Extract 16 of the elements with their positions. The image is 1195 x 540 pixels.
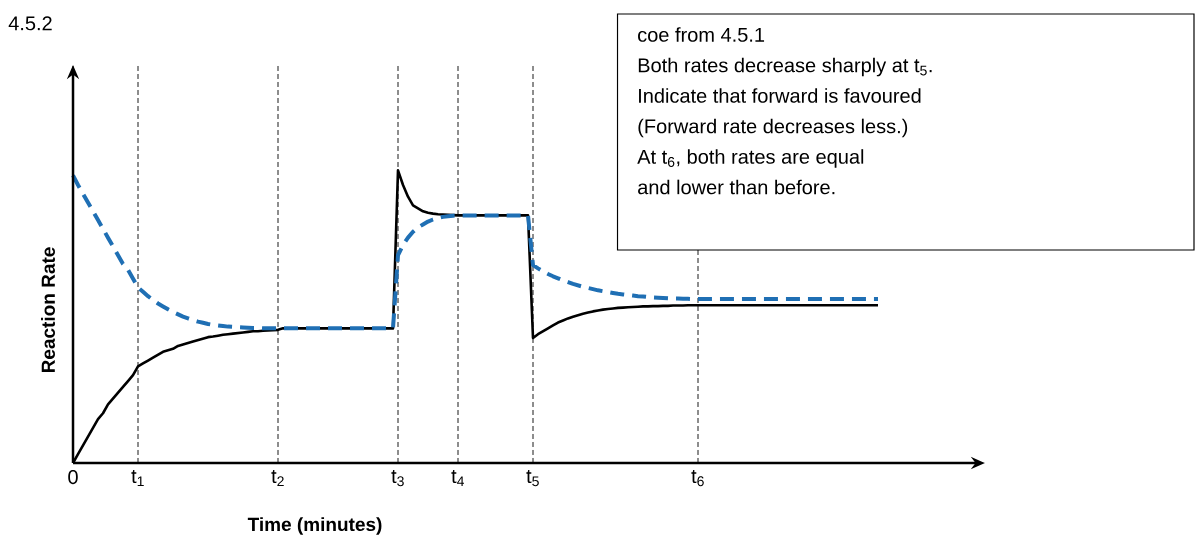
x-tick-label: 0 bbox=[68, 469, 78, 485]
x-tick-label: t$_{3}$ bbox=[391, 469, 404, 487]
x-tick-label: t$_{2}$ bbox=[271, 469, 284, 487]
text: At t$_{6}$, both rates are equal bbox=[637, 149, 864, 168]
x-tick-label: t$_{6}$ bbox=[691, 469, 704, 487]
text: 4.5.2 bbox=[8, 16, 52, 31]
x-axis-title: Time (minutes) bbox=[247, 517, 382, 535]
x-tick-label: t$_{5}$ bbox=[526, 469, 539, 487]
text: (Forward rate decreases less.) bbox=[638, 118, 908, 138]
x-tick-label: t$_{4}$ bbox=[451, 469, 465, 487]
annotation: and lower than before. bbox=[638, 179, 835, 195]
text: Indicate that forward is favoured bbox=[639, 88, 921, 103]
text: coe from 4.5.1 bbox=[638, 27, 765, 42]
x-tick-label: t$_{1}$ bbox=[131, 469, 144, 487]
text: Both rates decrease sharply at t$_{5}$. bbox=[638, 57, 932, 77]
y-axis-title: Reaction Rate bbox=[41, 247, 55, 373]
